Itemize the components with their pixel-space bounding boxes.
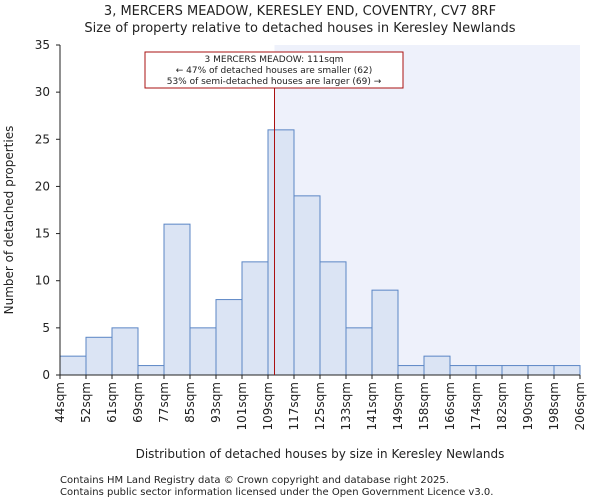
x-tick-label: 101sqm	[235, 382, 249, 430]
x-tick-label: 158sqm	[417, 382, 431, 430]
x-tick-label: 182sqm	[495, 382, 509, 430]
bar-69sqm	[137, 365, 165, 376]
bar-101sqm	[241, 261, 269, 376]
chart-title: 3, MERCERS MEADOW, KERESLEY END, COVENTR…	[104, 4, 496, 19]
y-axis: 0 5 10 15 20 25 30 35	[35, 38, 60, 382]
x-tick-label: 190sqm	[521, 382, 535, 430]
y-tick-label: 30	[35, 85, 50, 99]
y-tick-label: 15	[35, 227, 50, 241]
y-tick-label: 25	[35, 132, 50, 146]
x-tick-label: 149sqm	[391, 382, 405, 430]
bar-44sqm	[59, 355, 87, 376]
bar-190sqm	[527, 365, 555, 376]
x-tick-label: 133sqm	[339, 382, 353, 430]
bar-117sqm	[293, 195, 321, 376]
bar-141sqm	[371, 289, 399, 376]
x-tick-label: 206sqm	[573, 382, 587, 430]
bar-61sqm	[111, 327, 139, 376]
annotation-box	[144, 51, 404, 89]
chart-subtitle: Size of property relative to detached ho…	[84, 21, 515, 36]
footer-line-2: Contains public sector information licen…	[60, 487, 493, 498]
x-tick-label: 93sqm	[209, 382, 223, 423]
bar-52sqm	[85, 336, 113, 376]
x-tick-label: 44sqm	[53, 382, 67, 423]
annotation-line-3: 53% of semi-detached houses are larger (…	[167, 77, 382, 87]
annotation-line-1: 3 MERCERS MEADOW: 111sqm	[205, 55, 344, 65]
x-tick-label: 109sqm	[261, 382, 275, 430]
x-tick-label: 198sqm	[547, 382, 561, 430]
bar-77sqm	[163, 223, 191, 376]
bar-198sqm	[553, 365, 581, 376]
bar-93sqm	[215, 299, 243, 376]
bar-125sqm	[319, 261, 347, 376]
annotation-line-2: ← 47% of detached houses are smaller (62…	[176, 66, 373, 76]
x-axis: 44sqm 52sqm 61sqm 69sqm 77sqm 85sqm 93sqm 101sq…	[53, 375, 587, 430]
bar-182sqm	[501, 365, 529, 376]
x-tick-label: 125sqm	[313, 382, 327, 430]
y-tick-label: 10	[35, 274, 50, 288]
bar-149sqm	[397, 365, 425, 376]
y-tick-label: 0	[42, 368, 50, 382]
bar-166sqm	[449, 365, 477, 376]
x-tick-label: 174sqm	[469, 382, 483, 430]
y-tick-label: 5	[42, 321, 50, 335]
footer-line-1: Contains HM Land Registry data © Crown c…	[60, 475, 449, 486]
bar-174sqm	[475, 365, 503, 376]
x-axis-label: Distribution of detached houses by size …	[136, 447, 505, 461]
bar-133sqm	[345, 327, 373, 376]
bar-109sqm	[267, 129, 295, 376]
x-tick-label: 61sqm	[105, 382, 119, 423]
x-tick-label: 52sqm	[79, 382, 93, 423]
x-tick-label: 77sqm	[157, 382, 171, 423]
x-tick-label: 117sqm	[287, 382, 301, 430]
x-tick-label: 69sqm	[131, 382, 145, 423]
x-tick-label: 85sqm	[183, 382, 197, 423]
y-axis-label: Number of detached properties	[2, 126, 16, 315]
y-tick-label: 35	[35, 38, 50, 52]
x-tick-label: 166sqm	[443, 382, 457, 430]
bar-85sqm	[189, 327, 217, 376]
x-tick-label: 141sqm	[365, 382, 379, 430]
bar-158sqm	[423, 355, 451, 376]
y-tick-label: 20	[35, 179, 50, 193]
bars-group	[59, 129, 581, 376]
